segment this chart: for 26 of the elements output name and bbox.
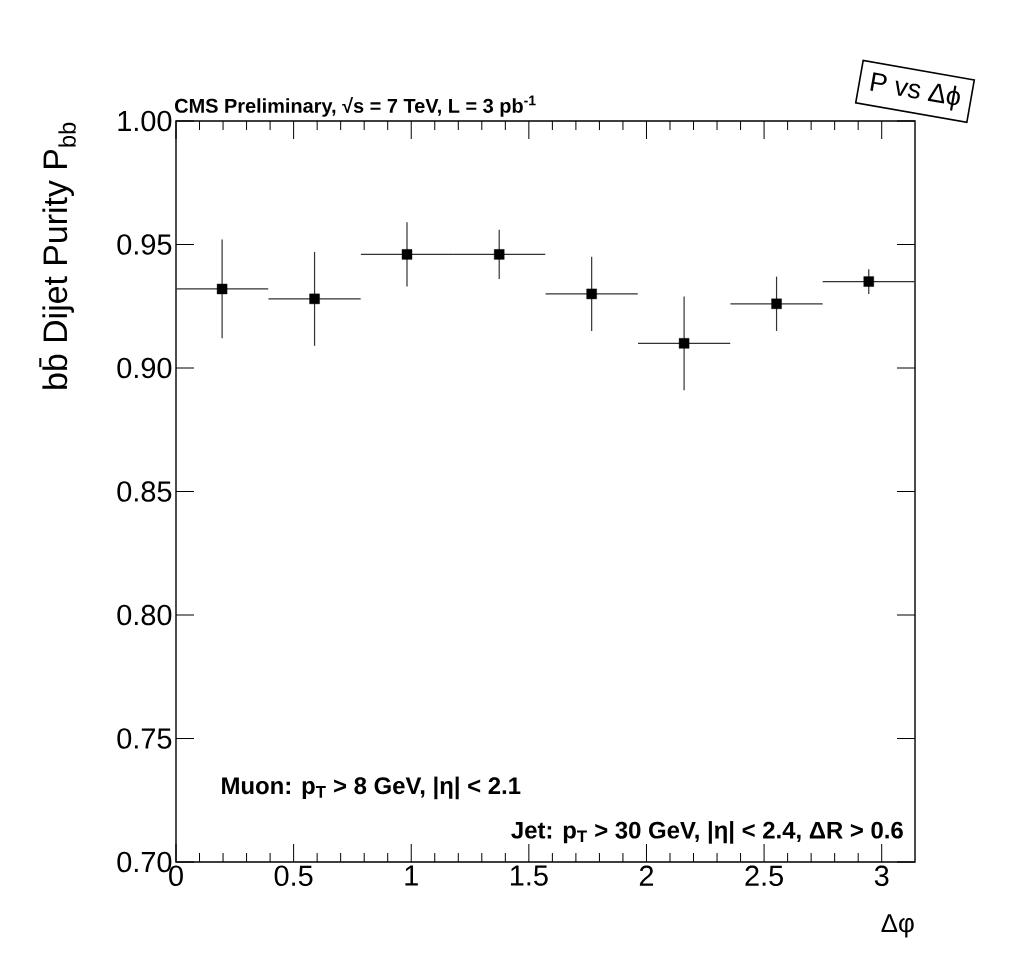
chart-title: CMS Preliminary, √s = 7 TeV, L = 3 pb$^{-1}$ [175, 95, 536, 117]
x-tick-label: 2 [639, 865, 654, 886]
point [216, 283, 228, 295]
x-axis-title: Δφ [881, 914, 914, 938]
x-tick-label: 0.5 [274, 865, 313, 886]
annotation: Jet: p$_{T}$ > 30 GeV, |η| < 2.4, ΔR > 0.6 [511, 821, 903, 844]
point [401, 249, 413, 260]
point [494, 249, 505, 260]
x-tick-label: 1.5 [510, 865, 548, 886]
text: P vs Δϕ [870, 72, 960, 111]
point [309, 293, 320, 305]
y-tick-label: 0.90 [117, 357, 172, 379]
x-tick-label: 3 [874, 865, 889, 886]
point [586, 288, 597, 300]
y-tick-label: 0.85 [117, 481, 172, 502]
y-tick-label: 0.75 [117, 728, 172, 749]
y-axis-title: bb̄ Dijet Purity P$_{bb}$ [39, 122, 76, 389]
point [678, 338, 690, 349]
point [863, 276, 874, 287]
x-tick-label: 1 [405, 865, 418, 886]
y-tick-label: 0.95 [117, 234, 172, 255]
y-tick-label: 1.00 [118, 110, 172, 132]
point [771, 298, 782, 309]
x-tick-label: 2.5 [745, 865, 783, 886]
annotation: Muon: p$_{T}$ > 8 GeV, |η| < 2.1 [222, 776, 521, 800]
y-tick-label: 0.80 [117, 604, 172, 626]
